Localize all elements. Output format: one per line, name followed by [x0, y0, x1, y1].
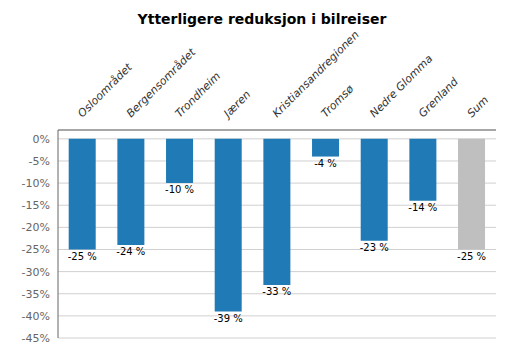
svg-text:-10 %: -10 % — [165, 184, 194, 195]
svg-text:Bergensområdet: Bergensområdet — [123, 45, 199, 121]
svg-text:Osloområdet: Osloområdet — [75, 60, 135, 121]
svg-text:-39 %: -39 % — [214, 313, 243, 324]
svg-text:Tromsø: Tromsø — [319, 82, 357, 120]
svg-text:-14 %: -14 % — [408, 202, 437, 213]
svg-text:Nedre Glomma: Nedre Glomma — [367, 52, 436, 121]
svg-text:Grenland: Grenland — [416, 74, 462, 120]
svg-text:Trondheim: Trondheim — [173, 69, 224, 120]
svg-text:Jæren: Jæren — [220, 88, 254, 122]
svg-text:-25 %: -25 % — [457, 251, 486, 262]
svg-text:-10%: -10% — [22, 177, 50, 190]
svg-text:-30%: -30% — [22, 266, 50, 279]
svg-text:-40%: -40% — [22, 310, 50, 323]
svg-text:-25%: -25% — [22, 243, 50, 256]
svg-text:-24 %: -24 % — [116, 246, 145, 257]
svg-text:-4 %: -4 % — [314, 158, 337, 169]
svg-text:Kristiansandregionen: Kristiansandregionen — [270, 30, 362, 120]
svg-text:-35%: -35% — [22, 288, 50, 301]
svg-text:Sum: Sum — [465, 93, 492, 120]
svg-text:-5%: -5% — [29, 155, 50, 168]
svg-text:0%: 0% — [33, 133, 50, 146]
svg-text:-25 %: -25 % — [68, 251, 97, 262]
svg-text:-20%: -20% — [22, 221, 50, 234]
svg-text:-33 %: -33 % — [262, 286, 291, 297]
svg-text:-23 %: -23 % — [360, 242, 389, 253]
svg-text:-45%: -45% — [22, 332, 50, 345]
html-text:Ytterligere reduksjon i bilrei: Ytterligere reduksjon i bilreiser — [137, 11, 387, 27]
svg-text:-15%: -15% — [22, 199, 50, 212]
